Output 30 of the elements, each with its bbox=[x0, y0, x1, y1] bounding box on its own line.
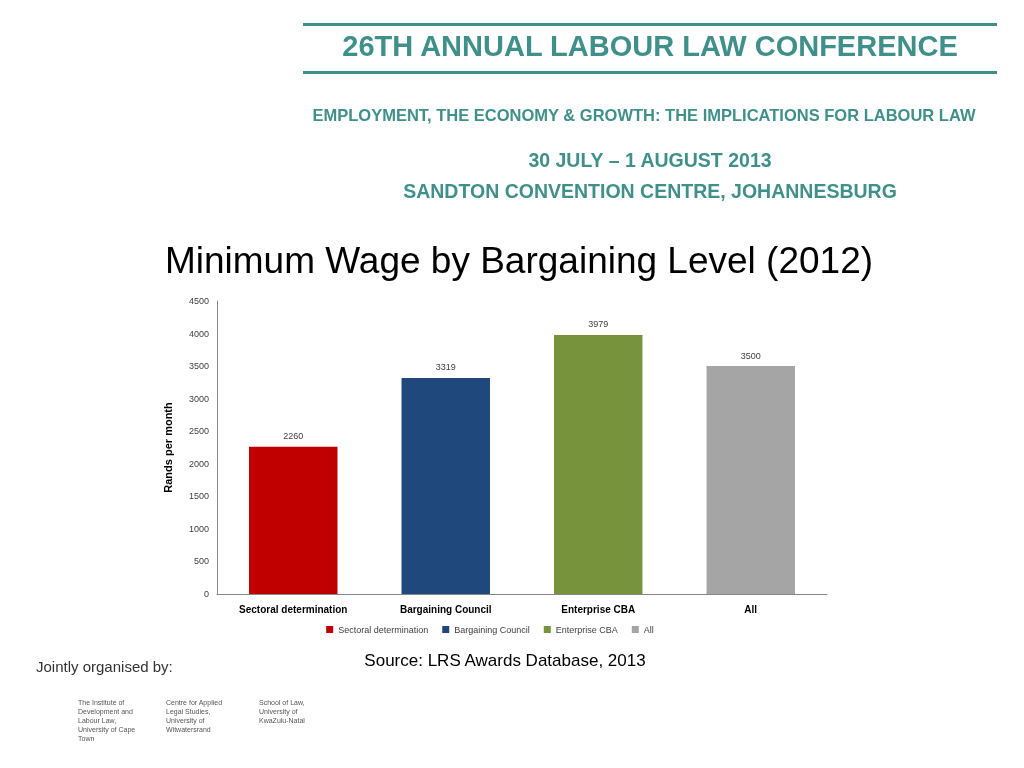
x-tick-label: All bbox=[744, 603, 758, 615]
data-label: 3500 bbox=[740, 350, 761, 361]
x-tick-label: Enterprise CBA bbox=[561, 603, 636, 615]
y-tick-label: 3500 bbox=[188, 361, 209, 372]
legend-label: All bbox=[643, 624, 654, 635]
text: 26TH ANNUAL LABOUR LAW CONFERENCE bbox=[341, 30, 959, 63]
y-tick-label: 4000 bbox=[188, 328, 209, 339]
legend-label: Enterprise CBA bbox=[555, 624, 618, 635]
text: 30 JULY – 1 AUGUST 2013 bbox=[527, 149, 773, 172]
text: EMPLOYMENT, THE ECONOMY & GROWTH: THE IMPLICATIONS FOR LABOUR LAW bbox=[311, 106, 977, 125]
y-tick-label: 2500 bbox=[188, 426, 209, 437]
text: SANDTON CONVENTION CENTRE, JOHANNESBURG bbox=[402, 180, 898, 203]
y-tick-label: 2000 bbox=[188, 458, 209, 469]
y-tick-label: 3000 bbox=[188, 393, 209, 404]
x-tick-label: Bargaining Council bbox=[399, 603, 492, 615]
text: Jointly organised by: bbox=[36, 658, 173, 675]
y-tick-label: 500 bbox=[193, 556, 209, 567]
y-axis-title: Rands per month bbox=[161, 402, 174, 493]
legend-label: Bargaining Council bbox=[454, 624, 530, 635]
data-label: 3319 bbox=[435, 362, 456, 373]
chart-title: Minimum Wage by Bargaining Level (2012) bbox=[163, 240, 875, 282]
data-label: 3979 bbox=[588, 319, 609, 330]
legend-label: Sectoral determination bbox=[338, 624, 429, 635]
data-label: 2260 bbox=[283, 431, 304, 442]
x-tick-label: Sectoral determination bbox=[239, 603, 348, 615]
y-tick-label: 1500 bbox=[188, 491, 209, 502]
y-tick-label: 1000 bbox=[188, 523, 209, 534]
source-note: Source: LRS Awards Database, 2013 bbox=[363, 651, 647, 671]
y-tick-label: 0 bbox=[203, 589, 209, 599]
y-tick-label: 4500 bbox=[188, 296, 209, 306]
